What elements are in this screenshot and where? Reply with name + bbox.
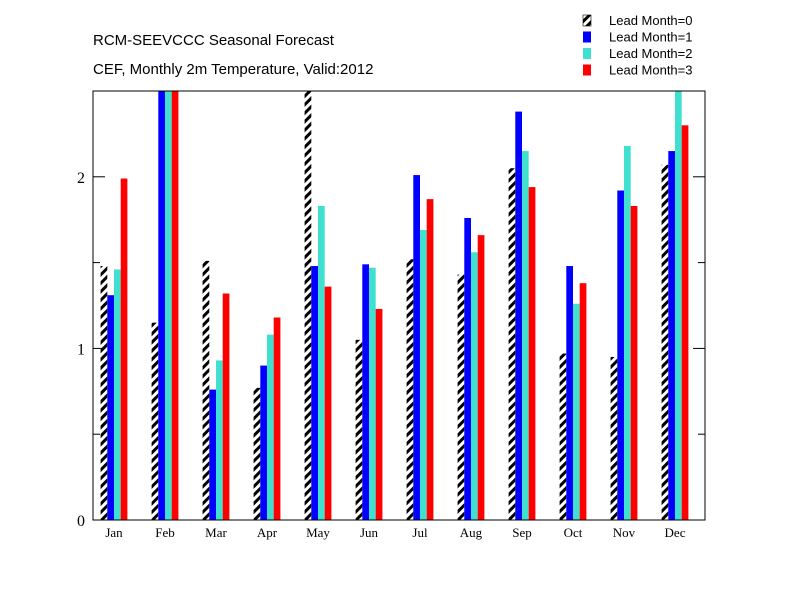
bar-mar-lead-month-3 [222,293,230,520]
bar-dec-lead-month-2 [675,91,682,520]
bar-oct-lead-month-3 [579,283,587,520]
y-tick-label: 2 [77,170,85,187]
x-tick-label: May [306,525,330,540]
bar-jul-lead-month-0 [406,259,414,520]
bar-nov-lead-month-2 [624,145,631,520]
bar-aug-lead-month-0 [457,274,465,520]
bar-sep-lead-month-0 [508,168,516,520]
bar-jan-lead-month-2 [114,269,121,520]
plot-frame [92,90,706,521]
legend-swatch-lead-month-2 [583,48,591,59]
bar-apr-lead-month-0 [253,387,261,520]
bar-nov-lead-month-1 [617,190,624,520]
bar-apr-lead-month-3 [273,317,281,520]
bar-oct-lead-month-1 [566,266,573,520]
bar-nov-lead-month-3 [630,205,638,520]
legend-label-lead-month-2: Lead Month=2 [609,46,692,61]
x-tick-label: Sep [512,525,532,540]
bar-feb-lead-month-0 [151,322,159,520]
bar-jun-lead-month-3 [375,308,383,520]
bar-mar-lead-month-1 [209,389,216,520]
x-tick-label: Jul [412,525,428,540]
bar-jun-lead-month-2 [369,267,376,520]
x-tick-label: Jan [105,525,123,540]
bars [100,91,689,521]
x-tick-label: Dec [665,525,686,540]
bar-feb-lead-month-1 [158,91,165,520]
legend-label-lead-month-0: Lead Month=0 [609,13,692,28]
bar-may-lead-month-3 [324,286,332,520]
bar-dec-lead-month-1 [668,151,675,520]
bar-may-lead-month-1 [311,266,318,520]
x-tick-label: Jun [360,525,379,540]
bar-aug-lead-month-2 [471,252,478,521]
bar-aug-lead-month-1 [464,217,471,521]
bar-mar-lead-month-0 [202,260,210,520]
bar-jul-lead-month-2 [420,230,427,520]
axes: 0 1 2 Jan Feb Mar Apr May Jun Jul Aug Sep Oct Nov Dec [77,90,706,540]
legend-swatch-lead-month-1 [583,31,591,43]
bar-oct-lead-month-2 [573,303,580,520]
bar-apr-lead-month-1 [260,365,267,520]
bar-oct-lead-month-0 [559,353,567,520]
bar-feb-lead-month-2 [165,91,172,520]
legend-label-lead-month-1: Lead Month=1 [609,30,692,45]
x-tick-label: Apr [257,525,278,540]
bar-jan-lead-month-0 [100,266,108,520]
bar-dec-lead-month-3 [681,125,689,520]
bar-sep-lead-month-2 [522,151,529,520]
bar-may-lead-month-0 [304,91,312,520]
chart-title: RCM-SEEVCCC Seasonal Forecast [93,32,335,49]
bar-jun-lead-month-1 [362,264,369,520]
bar-apr-lead-month-2 [267,334,274,520]
bar-jan-lead-month-1 [107,295,114,520]
bar-dec-lead-month-0 [661,164,669,521]
bar-jan-lead-month-3 [120,178,128,520]
bar-jul-lead-month-3 [426,199,434,521]
x-tick-label: Nov [613,525,636,540]
bar-may-lead-month-2 [318,205,325,520]
bar-feb-lead-month-3 [171,91,179,520]
legend-swatch-lead-month-3 [583,64,591,76]
bar-sep-lead-month-3 [528,187,536,520]
bar-nov-lead-month-0 [610,356,618,520]
x-tick-label: Aug [460,525,483,540]
legend-swatch-lead-month-0 [582,14,592,27]
bar-jun-lead-month-0 [355,339,363,520]
chart-subtitle: CEF, Monthly 2m Temperature, Valid:2012 [93,61,373,78]
y-tick-label: 1 [77,341,85,358]
bar-mar-lead-month-2 [216,360,223,520]
legend-label-lead-month-3: Lead Month=3 [609,63,692,78]
x-tick-label: Feb [155,525,175,540]
bar-sep-lead-month-1 [515,111,522,520]
x-tick-label: Oct [564,525,583,540]
bar-jul-lead-month-1 [413,175,420,520]
x-tick-label: Mar [205,525,227,540]
y-tick-label: 0 [77,513,85,530]
bar-aug-lead-month-3 [477,235,485,520]
